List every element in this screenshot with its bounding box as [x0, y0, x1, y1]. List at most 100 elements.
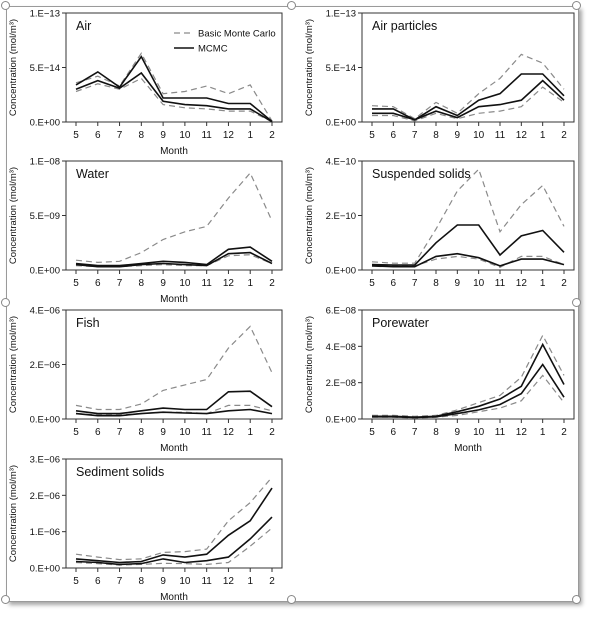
y-tick-label: 0.E+00: [326, 266, 356, 277]
x-tick-label: 11: [201, 130, 212, 141]
basic-monte-carlo-line: [371, 168, 565, 264]
plot-area: [65, 309, 283, 420]
x-tick-label: 2: [269, 576, 275, 587]
y-tick-label: 0.E+00: [30, 118, 60, 129]
resize-handle-top-left[interactable]: [1, 1, 10, 10]
chart-panel-6: 0.E+002.E−084.E−086.E−085 6 7 8 9 10 11 12 1 2Mon…: [304, 306, 575, 454]
basic-monte-carlo-line: [371, 53, 565, 120]
x-tick-label: 7: [117, 278, 123, 289]
x-tick-label: 6: [95, 576, 101, 587]
x-tick-label: 5: [73, 576, 79, 587]
chart-panel-1: 0.E+005.E−141.E−135 6 7 8 9 10 11 12 1 2MonthConc…: [8, 9, 283, 157]
basic-monte-carlo-line: [75, 171, 273, 264]
basic-monte-carlo-line: [372, 334, 565, 417]
legend-label-mcmc: MCMC: [198, 44, 228, 55]
x-tick-label: 9: [160, 130, 166, 141]
x-tick-label: 6: [391, 278, 397, 289]
basic-monte-carlo-line: [372, 86, 565, 122]
x-tick-label: 8: [433, 427, 439, 438]
basic-monte-carlo-line: [75, 52, 273, 122]
mcmc-line: [75, 390, 273, 415]
x-tick-label: 10: [179, 278, 191, 289]
x-tick-label: 11: [495, 130, 506, 141]
x-tick-label: 5: [73, 130, 79, 141]
x-tick-label: 1: [247, 427, 253, 438]
y-axis-label: Concentration (mol/m³): [8, 19, 19, 116]
y-tick-label: 2.E−06: [30, 491, 60, 502]
resize-handle-middle-right[interactable]: [572, 298, 581, 307]
x-tick-label: 6: [391, 130, 397, 141]
x-tick-label: 7: [117, 576, 123, 587]
x-tick-label: 10: [473, 130, 485, 141]
y-tick-label: 1.E−06: [30, 527, 60, 538]
y-tick-label: 0.E+00: [326, 118, 356, 129]
mcmc-line: [371, 252, 565, 268]
plot-area: [361, 160, 575, 271]
y-tick-label: 1.E−13: [30, 9, 60, 20]
y-tick-label: 3.E−06: [30, 455, 60, 466]
resize-handle-top-middle[interactable]: [287, 1, 296, 10]
x-tick-label: 12: [516, 130, 528, 141]
x-tick-label: 8: [433, 130, 439, 141]
y-tick-label: 4.E−08: [326, 342, 356, 353]
y-tick-label: 0.E+00: [30, 415, 60, 426]
x-tick-label: 10: [179, 427, 191, 438]
legend-label-basic: Basic Monte Carlo: [198, 29, 276, 40]
basic-monte-carlo-line: [75, 404, 273, 416]
x-tick-label: 8: [139, 130, 145, 141]
mcmc-line: [75, 516, 273, 566]
y-axis-label: Concentration (mol/m³): [8, 465, 19, 562]
x-axis-label: Month: [160, 592, 188, 603]
x-tick-label: 7: [412, 427, 418, 438]
x-tick-label: 6: [391, 427, 397, 438]
y-tick-label: 0.E+00: [30, 564, 60, 575]
x-tick-label: 6: [95, 278, 101, 289]
y-tick-label: 4.E−06: [30, 306, 60, 317]
x-tick-label: 9: [160, 427, 166, 438]
x-tick-label: 10: [473, 427, 485, 438]
y-tick-label: 4.E−10: [326, 157, 356, 168]
x-tick-label: 8: [433, 278, 439, 289]
x-tick-label: 10: [473, 278, 485, 289]
y-tick-label: 1.E−08: [30, 157, 60, 168]
basic-monte-carlo-line: [75, 476, 273, 561]
mcmc-line: [75, 246, 273, 267]
x-tick-label: 10: [179, 576, 191, 587]
basic-monte-carlo-line: [75, 527, 273, 566]
x-tick-label: 12: [516, 278, 528, 289]
resize-handle-top-right[interactable]: [572, 1, 581, 10]
panel-title: Air particles: [372, 19, 437, 33]
panel-title: Water: [76, 167, 109, 181]
x-tick-label: 7: [117, 130, 123, 141]
mcmc-line: [371, 224, 565, 266]
resize-handle-bottom-left[interactable]: [1, 595, 10, 604]
x-tick-label: 11: [495, 427, 506, 438]
mcmc-line: [372, 79, 565, 121]
mcmc-line: [75, 251, 273, 268]
resize-handle-bottom-middle[interactable]: [287, 595, 296, 604]
mcmc-line: [75, 55, 273, 123]
y-tick-label: 0.E+00: [326, 415, 356, 426]
plot-area: [65, 160, 283, 271]
x-tick-label: 5: [369, 427, 375, 438]
y-tick-label: 0.E+00: [30, 266, 60, 277]
x-tick-label: 11: [495, 278, 506, 289]
resize-handle-middle-left[interactable]: [1, 298, 10, 307]
y-tick-label: 2.E−08: [326, 378, 356, 389]
resize-handle-bottom-right[interactable]: [572, 595, 581, 604]
x-tick-label: 1: [540, 427, 546, 438]
basic-monte-carlo-line: [75, 325, 273, 411]
mcmc-line: [75, 408, 273, 417]
x-tick-label: 2: [561, 278, 567, 289]
x-tick-label: 7: [412, 278, 418, 289]
x-tick-label: 9: [455, 278, 461, 289]
chart-panel-3: 0.E+005.E−091.E−085 6 7 8 9 10 11 12 1 2MonthConc…: [8, 157, 283, 305]
x-tick-label: 9: [455, 427, 461, 438]
y-tick-label: 5.E−14: [30, 63, 60, 74]
x-axis-label: Month: [160, 146, 188, 157]
y-axis-label: Concentration (mol/m³): [8, 316, 19, 413]
x-tick-label: 9: [160, 576, 166, 587]
x-tick-label: 8: [139, 278, 145, 289]
x-tick-label: 2: [561, 130, 567, 141]
panel-title: Suspended solids: [372, 167, 471, 181]
